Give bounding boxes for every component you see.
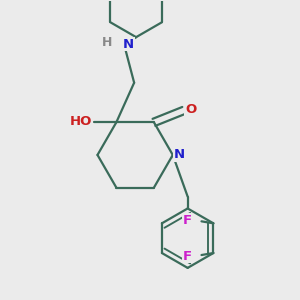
Text: F: F (183, 250, 192, 262)
Text: N: N (174, 148, 185, 161)
Text: F: F (183, 214, 192, 227)
Text: HO: HO (70, 115, 92, 128)
Text: H: H (102, 36, 112, 49)
Text: N: N (123, 38, 134, 51)
Text: O: O (185, 103, 196, 116)
